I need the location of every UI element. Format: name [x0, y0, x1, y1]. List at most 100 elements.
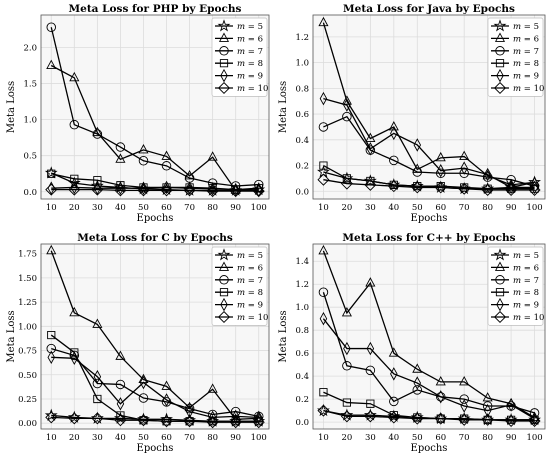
data-point [138, 393, 149, 403]
legend-label: m = 9 [237, 301, 263, 311]
data-point [387, 180, 400, 193]
data-point [458, 182, 471, 195]
data-point [318, 245, 329, 255]
data-point [207, 383, 218, 393]
series-line [323, 409, 535, 422]
data-point [389, 396, 399, 407]
data-point [482, 392, 493, 402]
data-point [505, 183, 518, 197]
plot-frame [40, 243, 270, 430]
data-point [207, 151, 218, 161]
x-tick-label: 30 [365, 203, 376, 213]
data-point [342, 398, 352, 407]
x-tick-label: 60 [435, 203, 446, 213]
x-axis-label: Epochs [137, 443, 174, 454]
data-point [434, 181, 447, 194]
data-point [185, 404, 194, 419]
x-tick-label: 70 [459, 203, 470, 213]
data-point [184, 170, 195, 180]
x-tick-label: 80 [482, 433, 493, 443]
series-m-10 [45, 183, 265, 198]
data-point [183, 415, 196, 428]
data-point [208, 182, 217, 196]
x-tick-label: 60 [435, 433, 446, 443]
legend-label: m = 5 [237, 22, 263, 32]
legend-marker [496, 68, 504, 83]
legend-marker [219, 288, 229, 297]
y-tick-label: 2.0 [23, 43, 37, 53]
data-point [412, 385, 423, 395]
data-point [388, 121, 399, 131]
x-tick-label: 50 [412, 203, 423, 213]
data-point [530, 180, 539, 195]
x-tick-label: 40 [115, 433, 126, 443]
data-point [92, 378, 103, 389]
legend-marker [494, 32, 506, 42]
data-point [93, 176, 102, 185]
legend-label: m = 8 [237, 288, 263, 298]
data-point [318, 16, 329, 27]
series-m-7 [46, 22, 264, 191]
data-point [255, 410, 263, 425]
legend-marker [496, 297, 504, 312]
data-point [137, 184, 150, 197]
data-point [317, 404, 330, 417]
y-tick-label: 0.5 [23, 152, 37, 162]
series-line [51, 188, 259, 192]
data-point [46, 244, 57, 255]
data-point [47, 350, 55, 365]
data-point [435, 151, 446, 162]
legend-label: m = 7 [237, 47, 263, 57]
legend: m = 5 m = 6 m = 7 m = 8 m = 9 m = 10 [211, 17, 268, 97]
data-point [412, 363, 423, 373]
series-line [50, 250, 259, 420]
x-tick-label: 100 [526, 433, 542, 443]
x-tick-label: 20 [341, 433, 352, 443]
x-tick-label: 100 [251, 433, 267, 443]
series-m-9 [319, 311, 539, 426]
plot-frame [312, 243, 546, 430]
legend-label: m = 10 [237, 313, 268, 323]
data-point [162, 180, 171, 195]
data-point [366, 142, 375, 156]
legend-label: m = 6 [513, 263, 539, 273]
legend-marker [493, 248, 507, 261]
data-point [91, 412, 104, 425]
data-point [70, 180, 79, 195]
data-point [458, 413, 471, 426]
x-axis-label: Epochs [411, 213, 448, 224]
data-point [92, 129, 103, 139]
series-line [50, 27, 259, 187]
x-tick-label: 40 [115, 203, 126, 213]
legend-marker [218, 261, 230, 271]
y-tick-label: 0.00 [18, 419, 37, 429]
data-point [365, 365, 376, 376]
data-point [460, 161, 468, 175]
data-point [390, 367, 398, 381]
data-point [253, 179, 264, 190]
legend-marker [217, 19, 231, 32]
legend-label: m = 10 [237, 84, 268, 94]
data-point [459, 150, 470, 160]
data-point [185, 181, 194, 195]
data-point [115, 350, 126, 360]
y-tick-label: 1.00 [18, 322, 37, 332]
series-line [50, 172, 259, 191]
data-point [46, 22, 57, 33]
data-point [69, 119, 80, 130]
x-tick-label: 80 [482, 203, 493, 213]
data-point [530, 411, 539, 426]
data-point [138, 156, 149, 166]
data-point [319, 388, 328, 397]
legend-label: m = 7 [237, 276, 263, 286]
data-point [92, 126, 103, 137]
x-axis-label: Epochs [411, 443, 448, 454]
y-tick-label: 1.5 [23, 80, 37, 90]
y-tick-label: 0.2 [295, 395, 309, 405]
x-tick-label: 90 [506, 433, 517, 443]
x-axis-label: Epochs [137, 213, 174, 224]
data-point [319, 311, 328, 326]
x-tick-label: 10 [46, 203, 57, 213]
data-point [68, 183, 81, 196]
